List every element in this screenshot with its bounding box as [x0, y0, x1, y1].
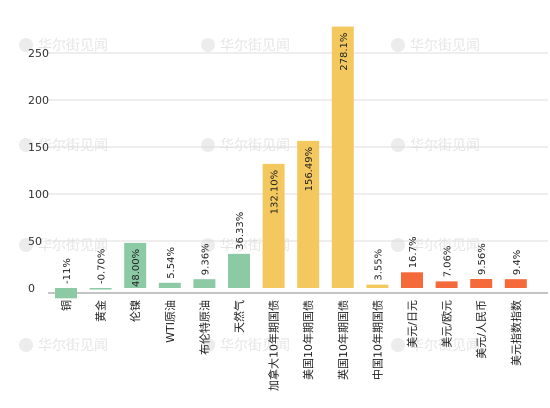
bar: [401, 272, 423, 288]
x-tick-label: 黄金: [94, 300, 108, 322]
x-tick-label: 英国10年期国债: [336, 300, 350, 380]
watermark-text: 华尔街见闻: [38, 338, 108, 354]
data-label: 7.06%: [443, 246, 454, 278]
data-label: 132.10%: [270, 170, 281, 215]
data-label: 9.4%: [512, 250, 523, 275]
x-tick-label: 布伦特原油: [197, 300, 211, 355]
watermark-text: 华尔街见闻: [38, 238, 108, 254]
watermark-text: 华尔街见闻: [220, 38, 290, 54]
bar: [297, 140, 320, 288]
bar: [89, 288, 112, 290]
bar: [55, 288, 77, 299]
watermark-text: 华尔街见闻: [410, 338, 480, 354]
watermark-text: 华尔街见闻: [220, 338, 290, 354]
y-tick-label: 250: [28, 47, 49, 60]
watermark-text: 华尔街见闻: [38, 138, 108, 154]
y-tick-label: 150: [28, 141, 49, 154]
watermark-logo-icon: [19, 338, 33, 352]
data-label: 9.36%: [200, 243, 211, 275]
watermark-logo-icon: [201, 138, 215, 152]
data-label: 36.33%: [235, 212, 246, 250]
watermark-logo-icon: [391, 338, 405, 352]
watermark-text: 华尔街见闻: [220, 138, 290, 154]
bar: [158, 282, 181, 288]
watermark-logo-icon: [391, 38, 405, 52]
category-labels: 铜 黄金 伦镍 WTI原油 布伦特原油 天然气 加拿大10年期国债 美国10年期国债 英国10年…: [59, 300, 523, 391]
y-tick-label: 50: [28, 235, 42, 248]
y-tick-label: 200: [28, 94, 49, 107]
gridlines: [48, 52, 548, 242]
data-label: 5.54%: [166, 247, 177, 279]
data-label: 48.00%: [131, 249, 142, 287]
data-label: -11%: [62, 258, 73, 284]
watermark-logo-icon: [201, 338, 215, 352]
y-tick-label: 0: [28, 282, 35, 295]
x-tick-label: 中国10年期国债: [370, 300, 384, 380]
x-tick-label: 美元/欧元: [441, 300, 454, 348]
x-tick-label: 美元/人民币: [475, 300, 488, 359]
watermark-logo-icon: [391, 238, 405, 252]
watermark-logo-icon: [19, 138, 33, 152]
watermark-text: 华尔街见闻: [410, 38, 480, 54]
watermark-logo-icon: [201, 38, 215, 52]
data-labels: -11% -0.70% 48.00% 5.54% 9.36% 36.33% 132.10% 1…: [62, 33, 523, 287]
x-tick-label: 伦镍: [128, 300, 142, 322]
y-tick-label: 100: [28, 188, 49, 201]
watermark-logo-icon: [19, 38, 33, 52]
x-tick-label: 美国10年期国债: [301, 300, 315, 380]
bar: [228, 253, 250, 288]
data-label: 278.1%: [339, 33, 350, 71]
x-tick-label: 美元/日元: [406, 300, 419, 348]
x-tick-label: 铜: [59, 300, 73, 311]
bar: [504, 279, 527, 288]
data-label: 9.56%: [477, 243, 488, 275]
x-tick-label: WTI原油: [163, 300, 177, 343]
watermark-text: 华尔街见闻: [410, 138, 480, 154]
data-label: -0.70%: [97, 249, 108, 284]
bar: [331, 26, 354, 289]
bar: [470, 279, 493, 288]
x-tick-label: 天然气: [232, 300, 246, 333]
bar: [124, 242, 147, 288]
bar: [366, 284, 389, 288]
data-label: 156.49%: [304, 147, 315, 192]
y-axis-ticks: 0 50 100 150 200 250: [28, 47, 49, 295]
x-tick-label: 美元指数指数: [509, 300, 523, 366]
data-label: 3.55%: [373, 249, 384, 281]
watermark-logo-icon: [391, 138, 405, 152]
data-label: 16.7%: [408, 237, 419, 269]
x-tick-label: 加拿大10年期国债: [267, 300, 281, 391]
bar: [193, 279, 216, 288]
watermark-text: 华尔街见闻: [410, 238, 480, 254]
bar: [262, 163, 285, 288]
watermark-logo-icon: [19, 238, 33, 252]
bar: [435, 281, 458, 288]
watermark-text: 华尔街见闻: [38, 38, 108, 54]
bars: [55, 26, 527, 299]
